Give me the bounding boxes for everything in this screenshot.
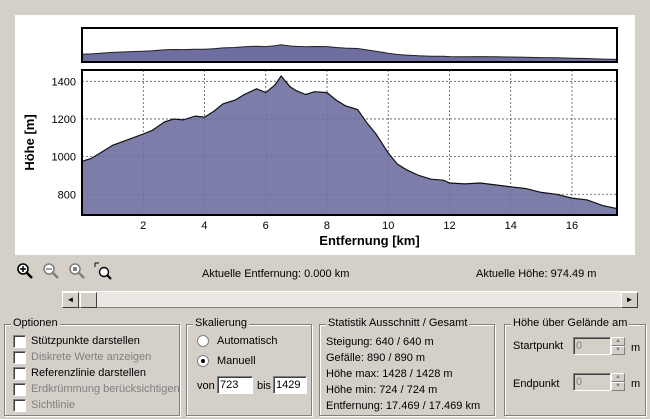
x-tick-label: 14 <box>505 220 517 232</box>
start-height-spinner[interactable]: ▲ ▼ <box>611 337 625 355</box>
end-height-input[interactable]: 0 <box>573 373 611 391</box>
statistics-group: Statistik Ausschnitt / Gesamt Steigung: … <box>319 317 495 416</box>
y-axis-label: Höhe [m] <box>22 114 37 170</box>
profile-plot-area: 2 4 6 8 10 12 14 16 800 1000 1200 1400 Entfernung [k… <box>15 15 635 280</box>
option-label: Sichtlinie <box>31 399 76 411</box>
horizontal-scrollbar[interactable]: ◄ ► <box>62 291 638 308</box>
x-tick-label: 12 <box>443 220 455 232</box>
x-tick-label: 16 <box>566 220 578 232</box>
zoom-out-icon[interactable] <box>42 262 60 280</box>
options-group: Optionen Stützpunkte darstellen Diskrete… <box>4 317 180 416</box>
stat-max-elevation: Höhe max: 1428 / 1428 m <box>326 368 453 380</box>
checkbox[interactable] <box>13 383 26 396</box>
end-height-spinner[interactable]: ▲ ▼ <box>611 373 625 391</box>
x-tick-label: 2 <box>140 220 146 232</box>
x-tick-label: 4 <box>201 220 207 232</box>
terrain-height-group: Höhe über Gelände am Startpunkt 0 ▲ ▼ m … <box>504 317 646 416</box>
scroll-thumb[interactable] <box>80 292 97 308</box>
start-unit: m <box>631 342 641 354</box>
option-label: Erdkrümmung berücksichtigen <box>31 383 180 395</box>
stat-min-elevation: Höhe min: 724 / 724 m <box>326 384 438 396</box>
checkbox[interactable] <box>13 351 26 364</box>
arrow-right-icon: ► <box>625 295 634 304</box>
scaling-title: Skalierung <box>193 317 249 329</box>
end-label: Endpunkt <box>513 378 560 390</box>
elevation-line <box>81 75 618 210</box>
to-label: bis <box>257 380 272 392</box>
statistics-title: Statistik Ausschnitt / Gesamt <box>326 317 470 329</box>
checkbox[interactable] <box>13 335 26 348</box>
radio-selected-dot <box>201 359 205 363</box>
distance-readout: Aktuelle Entfernung: 0.000 km <box>202 268 350 280</box>
checkbox[interactable] <box>13 399 26 412</box>
overview-frame <box>81 27 618 63</box>
radio-label: Manuell <box>217 355 256 367</box>
x-tick-label: 8 <box>324 220 330 232</box>
zoom-in-icon[interactable] <box>16 262 34 280</box>
x-tick-label: 6 <box>263 220 269 232</box>
radio-button[interactable] <box>197 335 209 347</box>
terrain-title: Höhe über Gelände am <box>511 317 630 329</box>
spin-up-icon[interactable]: ▲ <box>611 373 625 382</box>
start-label: Startpunkt <box>513 340 564 352</box>
scroll-right-button[interactable]: ► <box>621 292 638 308</box>
elevation-chart[interactable]: 2 4 6 8 10 12 14 16 800 1000 1200 1400 Entfernung [k… <box>15 15 635 255</box>
spin-down-icon[interactable]: ▼ <box>611 382 625 391</box>
spin-down-icon[interactable]: ▼ <box>611 346 625 355</box>
elevation-readout: Aktuelle Höhe: 974.49 m <box>476 268 597 280</box>
y-tick-label: 1200 <box>52 114 76 126</box>
spin-up-icon[interactable]: ▲ <box>611 337 625 346</box>
stat-descent: Gefälle: 890 / 890 m <box>326 352 426 364</box>
arrow-left-icon: ◄ <box>66 295 75 304</box>
options-title: Optionen <box>11 317 60 329</box>
y-tick-label: 1400 <box>52 76 76 88</box>
end-unit: m <box>631 378 641 390</box>
zoom-window-icon[interactable] <box>94 262 112 280</box>
option-label: Referenzlinie darstellen <box>31 367 146 379</box>
scale-to-input[interactable]: 1429 <box>273 376 307 394</box>
option-label: Diskrete Werte anzeigen <box>31 351 152 363</box>
stat-ascent: Steigung: 640 / 640 m <box>326 336 434 348</box>
x-axis-label: Entfernung [km] <box>319 233 419 248</box>
stat-distance: Entfernung: 17.469 / 17.469 km <box>326 400 481 412</box>
zoom-fit-icon[interactable] <box>68 262 86 280</box>
scaling-group: Skalierung Automatisch Manuell von 723 b… <box>186 317 312 416</box>
from-label: von <box>197 380 215 392</box>
plot-frame <box>81 69 618 216</box>
overview-profile-area <box>81 44 618 63</box>
scale-from-input[interactable]: 723 <box>217 376 253 394</box>
option-label: Stützpunkte darstellen <box>31 335 140 347</box>
start-height-input[interactable]: 0 <box>573 337 611 355</box>
y-tick-label: 800 <box>58 189 76 201</box>
x-tick-label: 10 <box>382 220 394 232</box>
scroll-left-button[interactable]: ◄ <box>62 292 79 308</box>
checkbox[interactable] <box>13 367 26 380</box>
radio-button[interactable] <box>197 355 209 367</box>
radio-label: Automatisch <box>217 335 278 347</box>
y-tick-label: 1000 <box>52 152 76 164</box>
chart-panel: 2 4 6 8 10 12 14 16 800 1000 1200 1400 Entfernung [k… <box>15 15 635 255</box>
elevation-area <box>82 76 617 215</box>
